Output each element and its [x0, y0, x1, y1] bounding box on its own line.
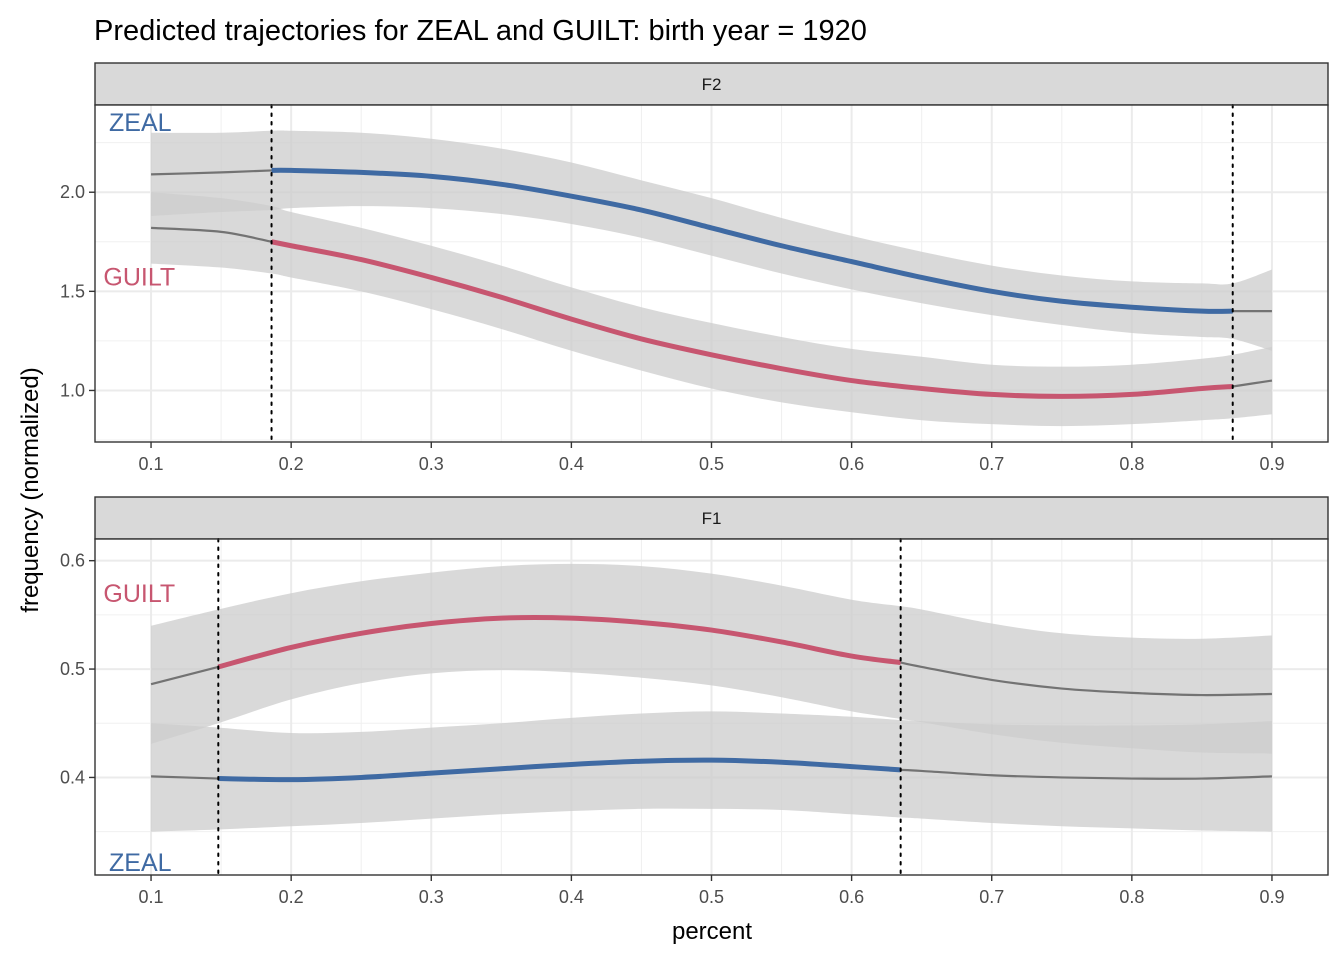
facet-strip-label: F1: [702, 509, 722, 528]
series-label-zeal: ZEAL: [109, 109, 172, 137]
y-axis-title: frequency (normalized): [17, 367, 44, 612]
facet-strip-f1: [94, 496, 1329, 540]
x-tick-label: 0.1: [139, 454, 164, 474]
y-tick-label: 2.0: [60, 182, 85, 202]
chart-title: Predicted trajectories for ZEAL and GUIL…: [94, 15, 867, 47]
x-tick-label: 0.4: [559, 887, 584, 907]
series-line-outside-guilt: [1232, 379, 1273, 388]
series-line-zeal: [271, 167, 1233, 314]
series-line-outside-zeal: [151, 169, 272, 176]
x-tick-label: 0.9: [1259, 454, 1284, 474]
x-tick-label: 0.8: [1119, 454, 1144, 474]
y-tick-label: 1.0: [60, 380, 85, 400]
x-tick-label: 0.3: [419, 454, 444, 474]
x-tick-label: 0.5: [699, 887, 724, 907]
x-tick-label: 0.2: [279, 454, 304, 474]
x-tick-label: 0.7: [979, 887, 1004, 907]
series-line-guilt: [217, 615, 901, 670]
confidence-band-zeal: [151, 711, 1272, 832]
series-line-outside-zeal: [900, 768, 1272, 780]
series-line-outside-zeal: [151, 775, 219, 780]
series-line-zeal: [218, 757, 901, 783]
series-line-outside-guilt: [900, 661, 1272, 697]
y-tick-label: 1.5: [60, 281, 85, 301]
x-tick-label: 0.6: [839, 454, 864, 474]
x-tick-label: 0.6: [839, 887, 864, 907]
series-line-outside-guilt: [150, 665, 219, 686]
x-axis-title: percent: [672, 918, 752, 945]
confidence-band-guilt: [151, 192, 1272, 427]
facet-strip-label: F2: [702, 75, 722, 94]
series-line-outside-guilt: [150, 226, 272, 243]
x-tick-label: 0.2: [279, 887, 304, 907]
x-tick-label: 0.9: [1259, 887, 1284, 907]
confidence-band-zeal: [151, 130, 1272, 351]
x-tick-label: 0.8: [1119, 887, 1144, 907]
x-tick-label: 0.7: [979, 454, 1004, 474]
y-tick-label: 0.5: [60, 659, 85, 679]
y-tick-label: 0.6: [60, 551, 85, 571]
x-tick-label: 0.3: [419, 887, 444, 907]
series-label-guilt: GUILT: [103, 263, 175, 291]
facet-strip-f2: [94, 62, 1329, 106]
panel-f1: F1 ZEAL GUILT 0.1 0.2 0.3 0.4 0.5 0.6 0.7 0.8 0.9 0.…: [60, 496, 1329, 907]
series-line-guilt: [271, 239, 1233, 399]
series-label-zeal: ZEAL: [109, 849, 172, 877]
x-tick-label: 0.5: [699, 454, 724, 474]
x-tick-label: 0.1: [139, 887, 164, 907]
series-label-guilt: GUILT: [103, 580, 175, 608]
confidence-band-guilt: [151, 563, 1272, 754]
x-tick-label: 0.4: [559, 454, 584, 474]
panel-f2: F2 ZEAL GUILT 0.1 0.2 0.3 0.4 0.5 0.6 0.7 0.8 0.9 1.…: [60, 62, 1329, 474]
y-tick-label: 0.4: [60, 767, 85, 787]
